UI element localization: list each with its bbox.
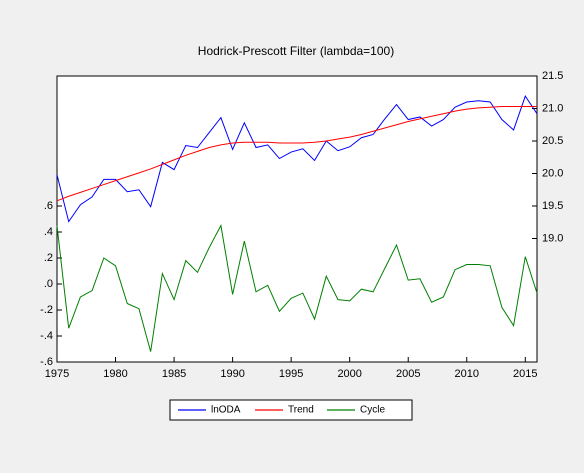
y-tick-label: .0 (44, 278, 53, 290)
y-tick-label: .6 (44, 200, 53, 212)
y-tick-label: .2 (44, 252, 53, 264)
x-tick-label: 1980 (103, 368, 127, 380)
x-tick-label: 1985 (162, 368, 186, 380)
legend-label: Cycle (360, 405, 385, 416)
x-tick-label: 2005 (396, 368, 420, 380)
x-tick-label: 1975 (45, 368, 69, 380)
x-tick-label: 1995 (279, 368, 303, 380)
y-tick-label: -.4 (40, 330, 53, 342)
x-tick-label: 2015 (513, 368, 537, 380)
chart-title: Hodrick-Prescott Filter (lambda=100) (198, 44, 394, 58)
x-tick-label: 2010 (455, 368, 479, 380)
y-tick-label: .4 (44, 226, 53, 238)
y2-tick-label: 19.5 (542, 200, 563, 212)
y2-tick-label: 21.5 (542, 70, 563, 82)
y-tick-label: -.6 (40, 356, 53, 368)
y2-tick-label: 21.0 (542, 102, 563, 114)
series-line (56, 223, 538, 352)
series-line (56, 95, 538, 223)
legend-label: Trend (288, 405, 314, 416)
legend-label: lnODA (211, 405, 241, 416)
legend-box (169, 399, 413, 421)
y2-tick-label: 20.5 (542, 135, 563, 147)
y2-tick-label: 19.0 (542, 232, 563, 244)
y-tick-label: -.2 (40, 304, 53, 316)
plot-area (56, 75, 538, 363)
series-line (56, 106, 537, 202)
y2-tick-label: 20.0 (542, 167, 563, 179)
x-tick-label: 2000 (337, 368, 361, 380)
x-tick-label: 1990 (220, 368, 244, 380)
